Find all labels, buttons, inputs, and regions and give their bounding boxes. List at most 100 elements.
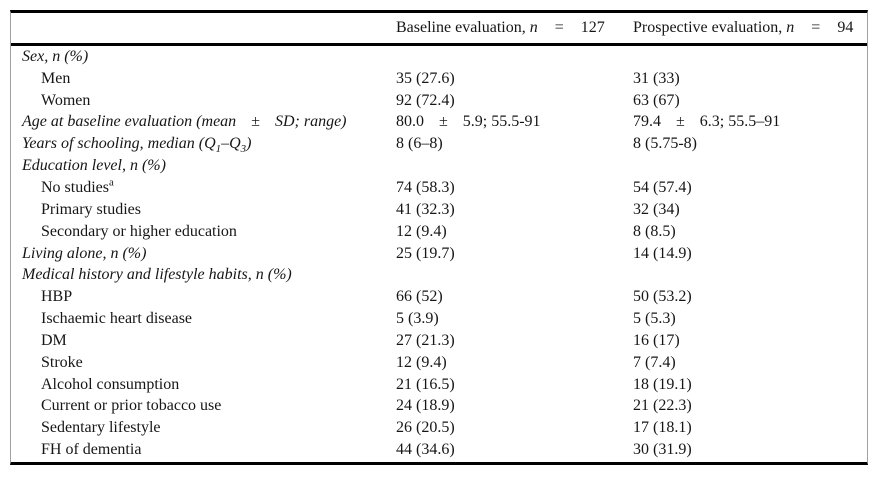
text-segment: Ischaemic heart disease	[41, 310, 193, 328]
row-label: Sedentary lifestyle	[11, 419, 396, 437]
row-label: Stroke	[11, 354, 396, 372]
row-label: HBP	[11, 288, 396, 306]
row-label: No studiesa	[11, 176, 396, 197]
baseline-value-cell: 26 (20.5)	[396, 419, 455, 437]
text-segment: Living alone, n (%)	[22, 244, 147, 262]
table-row: HBP 66 (52) 50 (53.2)	[11, 286, 867, 308]
row-label: Sex, n (%)	[11, 48, 396, 66]
text-segment: Primary studies	[41, 200, 141, 218]
text-segment: HBP	[41, 288, 73, 306]
baseline-value-cell: 66 (52)	[396, 288, 443, 306]
text-segment: SD; range)	[274, 113, 347, 131]
table-header-row: Baseline evaluation, n = 127 Prospective e…	[11, 13, 867, 46]
text-segment: Baseline evaluation,	[396, 19, 530, 36]
prospective-value-cell: 16 (17)	[633, 331, 680, 349]
prospective-value-cell: 17 (18.1)	[633, 419, 692, 437]
prospective-value-cell: 5 (5.3)	[633, 310, 676, 328]
text-segment: Current or prior tobacco use	[41, 397, 222, 415]
row-label: Current or prior tobacco use	[11, 397, 396, 415]
table-row: Secondary or higher education 12 (9.4) 8 (…	[11, 221, 867, 243]
prospective-value-cell: 8 (8.5)	[633, 222, 676, 240]
table-row: Sex, n (%)	[11, 46, 867, 68]
operator-segment: ±	[251, 113, 260, 131]
prospective-value-cell: 21 (22.3)	[633, 397, 692, 415]
table-row: Age at baseline evaluation (mean ± SD; ran…	[11, 112, 867, 134]
text-segment: 79.4	[633, 113, 661, 131]
row-label: Age at baseline evaluation (mean ± SD; ran…	[11, 113, 396, 131]
row-label: Secondary or higher education	[11, 223, 396, 241]
row-label: Alcohol consumption	[11, 376, 396, 394]
text-segment: 127	[580, 19, 605, 36]
baseline-value-cell: 12 (9.4)	[396, 353, 447, 371]
text-segment: 6.3; 55.5–91	[699, 113, 781, 131]
footnote-marker: a	[109, 176, 114, 189]
baseline-value-cell: 80.0 ±5.9; 55.5-91	[396, 113, 633, 131]
row-label: FH of dementia	[11, 441, 396, 459]
table-row: Primary studies 41 (32.3) 32 (34)	[11, 199, 867, 221]
baseline-value-cell: 5 (3.9)	[396, 310, 439, 328]
text-segment: 80.0	[396, 113, 424, 131]
baseline-value-cell: 35 (27.6)	[396, 69, 455, 87]
prospective-value-cell: 79.4 ±6.3; 55.5–91	[633, 113, 867, 131]
text-segment: 94	[837, 19, 854, 36]
table-row: Education level, n (%)	[11, 155, 867, 177]
italic-n-segment: n	[529, 19, 538, 36]
table-row: Stroke 12 (9.4) 7 (7.4)	[11, 352, 867, 374]
table-row: Years of schooling, median (Q1–Q3) 8 (6–8…	[11, 133, 867, 155]
table-row: No studiesa 74 (58.3) 54 (57.4)	[11, 177, 867, 199]
baseline-evaluation-header: Baseline evaluation, n = 127	[396, 19, 633, 37]
baseline-value-cell: 24 (18.9)	[396, 397, 455, 415]
text-segment: Stroke	[41, 353, 83, 371]
table-row: Medical history and lifestyle habits, n …	[11, 264, 867, 286]
operator-segment: ±	[676, 113, 685, 131]
prospective-value-cell: 50 (53.2)	[633, 288, 692, 306]
italic-n-segment: n	[786, 19, 795, 36]
prospective-value-cell: 54 (57.4)	[633, 178, 692, 196]
operator-segment: =	[554, 19, 564, 36]
row-label: Years of schooling, median (Q1–Q3)	[11, 135, 396, 156]
prospective-value-cell: 8 (5.75-8)	[633, 135, 697, 153]
text-segment: Secondary or higher education	[41, 222, 237, 240]
text-segment: DM	[41, 331, 67, 349]
text-segment: Alcohol consumption	[41, 375, 180, 393]
text-segment: –Q	[221, 135, 241, 153]
baseline-value-cell: 12 (9.4)	[396, 222, 447, 240]
baseline-value-cell: 44 (34.6)	[396, 441, 455, 459]
baseline-value-cell: 41 (32.3)	[396, 200, 455, 218]
table-row: Sedentary lifestyle 26 (20.5) 17 (18.1)	[11, 417, 867, 439]
prospective-value-cell: 63 (67)	[633, 91, 680, 109]
text-segment: Education level, n (%)	[22, 157, 166, 175]
text-segment: Women	[41, 91, 91, 109]
table-row: Men 35 (27.6) 31 (33)	[11, 68, 867, 90]
row-label: Education level, n (%)	[11, 157, 396, 175]
prospective-value-cell: 14 (14.9)	[633, 244, 692, 262]
prospective-value-cell: 32 (34)	[633, 200, 680, 218]
table-row: Current or prior tobacco use 24 (18.9) 21 …	[11, 396, 867, 418]
text-segment: Sex, n (%)	[22, 47, 89, 65]
subscript-segment: 3	[240, 143, 247, 156]
baseline-value-cell: 8 (6–8)	[396, 135, 443, 153]
subscript-segment: 1	[215, 143, 222, 156]
text-segment: )	[246, 135, 252, 153]
row-label: DM	[11, 332, 396, 350]
table-row: Living alone, n (%) 25 (19.7) 14 (14.9)	[11, 243, 867, 265]
text-segment: Sedentary lifestyle	[41, 419, 161, 437]
text-segment: No studies	[41, 178, 109, 196]
row-label: Men	[11, 70, 396, 88]
table-row: Alcohol consumption 21 (16.5) 18 (19.1)	[11, 374, 867, 396]
table-row: FH of dementia 44 (34.6) 30 (31.9)	[11, 439, 867, 461]
prospective-value-cell: 18 (19.1)	[633, 375, 692, 393]
text-segment: Prospective evaluation,	[633, 19, 787, 36]
baseline-value-cell: 92 (72.4)	[396, 91, 455, 109]
row-label: Living alone, n (%)	[11, 245, 396, 263]
table-row: Women 92 (72.4) 63 (67)	[11, 90, 867, 112]
table-row: DM 27 (21.3) 16 (17)	[11, 330, 867, 352]
baseline-value-cell: 25 (19.7)	[396, 244, 455, 262]
row-label: Primary studies	[11, 201, 396, 219]
text-segment: Medical history and lifestyle habits, n …	[22, 266, 292, 284]
characteristics-table: Baseline evaluation, n = 127 Prospective e…	[10, 10, 868, 465]
text-segment: Years of schooling, median (Q	[22, 135, 216, 153]
baseline-value-cell: 21 (16.5)	[396, 375, 455, 393]
prospective-value-cell: 30 (31.9)	[633, 441, 692, 459]
operator-segment: =	[811, 19, 821, 36]
